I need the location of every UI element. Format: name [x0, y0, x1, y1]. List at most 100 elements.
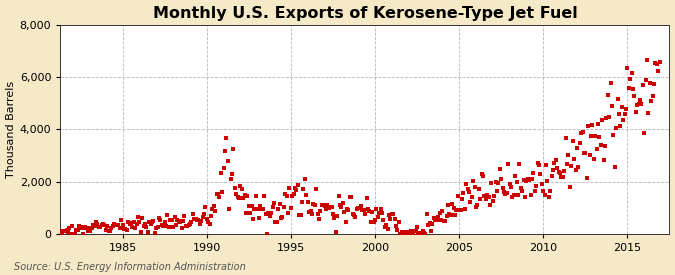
Point — [395, 232, 406, 236]
Point — [294, 213, 304, 217]
Point — [209, 204, 219, 208]
Point — [482, 193, 493, 197]
Point — [567, 139, 578, 144]
Point — [601, 116, 612, 120]
Point — [70, 232, 80, 236]
Point — [610, 165, 620, 169]
Point — [409, 229, 420, 233]
Point — [57, 231, 68, 235]
Point — [629, 94, 640, 98]
Point — [572, 145, 583, 150]
Point — [211, 191, 222, 196]
Point — [157, 223, 167, 228]
Point — [74, 224, 84, 228]
Point — [534, 163, 545, 168]
Point — [429, 216, 439, 220]
Point — [99, 222, 110, 227]
Point — [163, 225, 174, 229]
Point — [84, 226, 95, 230]
Point — [95, 225, 105, 230]
Point — [242, 194, 253, 199]
Point — [594, 134, 605, 139]
Point — [232, 195, 243, 200]
Point — [89, 224, 100, 229]
Point — [357, 208, 368, 212]
Point — [438, 219, 449, 223]
Point — [581, 176, 592, 180]
Point — [584, 152, 595, 157]
Point — [274, 202, 285, 206]
Point — [391, 224, 402, 228]
Point — [252, 207, 263, 211]
Point — [329, 216, 340, 220]
Point — [275, 216, 286, 221]
Point — [508, 192, 519, 197]
Point — [234, 196, 244, 200]
Point — [423, 223, 433, 227]
Point — [217, 189, 227, 194]
Point — [137, 216, 148, 220]
Point — [78, 232, 89, 236]
Point — [291, 188, 302, 192]
Point — [144, 220, 155, 224]
Point — [506, 185, 516, 189]
Point — [441, 214, 452, 218]
Point — [323, 206, 334, 211]
Point — [382, 227, 393, 232]
Point — [494, 167, 505, 171]
Point — [335, 203, 346, 207]
Point — [379, 225, 390, 229]
Point — [370, 218, 381, 222]
Point — [404, 232, 415, 236]
Point — [577, 129, 588, 134]
Point — [535, 172, 546, 177]
Point — [543, 195, 554, 200]
Point — [71, 228, 82, 232]
Point — [485, 203, 495, 207]
Point — [450, 213, 460, 217]
Point — [431, 218, 442, 222]
Point — [224, 206, 235, 211]
Point — [175, 220, 186, 224]
Point — [198, 211, 209, 216]
Point — [433, 215, 443, 219]
Point — [512, 193, 523, 197]
Point — [583, 124, 593, 128]
Point — [166, 218, 177, 222]
Point — [178, 218, 188, 223]
Point — [65, 232, 76, 236]
Point — [524, 177, 535, 182]
Point — [448, 206, 459, 211]
Point — [300, 176, 310, 181]
Point — [637, 83, 648, 87]
Point — [201, 217, 212, 221]
Point — [327, 212, 338, 216]
Point — [54, 231, 65, 235]
Point — [271, 220, 282, 224]
Point — [599, 144, 610, 148]
Point — [413, 232, 424, 236]
Point — [497, 186, 508, 190]
Point — [636, 101, 647, 106]
Point — [368, 220, 379, 225]
Point — [503, 162, 514, 167]
Point — [142, 230, 153, 234]
Point — [603, 115, 614, 119]
Point — [322, 203, 333, 207]
Point — [628, 87, 639, 91]
Point — [416, 232, 427, 236]
Point — [489, 194, 500, 199]
Point — [417, 228, 428, 233]
Point — [81, 226, 92, 230]
Point — [117, 223, 128, 227]
Point — [595, 143, 606, 148]
Point — [315, 209, 326, 213]
Point — [651, 62, 662, 67]
Point — [58, 229, 69, 234]
Point — [464, 189, 475, 194]
Point — [356, 204, 367, 209]
Point — [362, 207, 373, 211]
Point — [123, 220, 134, 224]
Point — [222, 159, 233, 164]
Point — [647, 94, 658, 98]
